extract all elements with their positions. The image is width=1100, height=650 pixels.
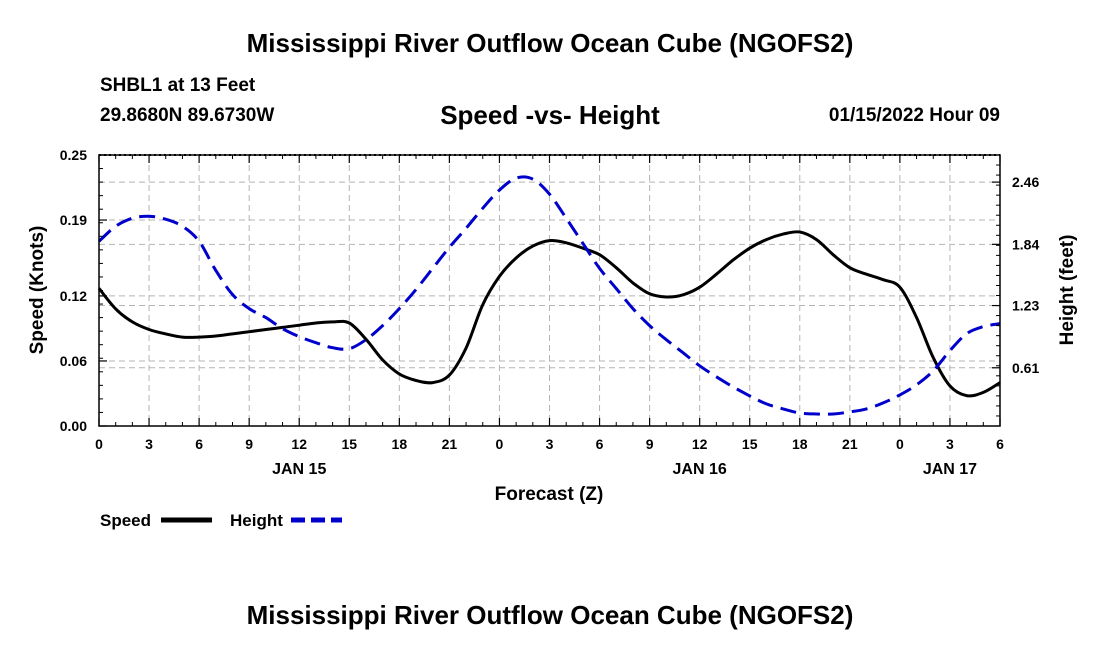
y-tick-label: 0.06 <box>60 353 87 369</box>
x-tick-label: 21 <box>442 436 458 452</box>
y-tick-label: 0.12 <box>60 288 87 304</box>
legend-label-speed: Speed <box>100 511 151 530</box>
grid-layer <box>99 155 1000 426</box>
y2-tick-label: 1.84 <box>1012 236 1039 252</box>
y2-tick-label: 2.46 <box>1012 174 1039 190</box>
x-date-label: JAN 16 <box>673 461 727 478</box>
y-tick-label: 0.25 <box>60 147 87 163</box>
series-line-speed <box>97 230 1001 398</box>
y-tick-label: 0.00 <box>60 418 87 434</box>
chart-subtitle: Speed -vs- Height <box>440 100 660 130</box>
station-coordinates: 29.8680N 89.6730W <box>100 105 275 126</box>
x-tick-label: 0 <box>896 436 904 452</box>
x-tick-label: 9 <box>646 436 654 452</box>
labels-layer: 0 3 6 9 12 15 18 21 0 3 6 9 12 15 18 21 0 3 6 JAN 15 JAN 16 J… <box>60 147 1040 478</box>
forecast-datetime: 01/15/2022 Hour 09 <box>828 105 1000 126</box>
x-tick-label: 18 <box>392 436 408 452</box>
y-tick-label: 0.19 <box>60 212 87 228</box>
x-tick-label: 3 <box>145 436 153 452</box>
legend: Speed Height <box>100 511 342 530</box>
y2-tick-label: 1.23 <box>1012 298 1039 314</box>
x-tick-label: 12 <box>692 436 708 452</box>
x-tick-label: 12 <box>291 436 307 452</box>
footer-title: Mississippi River Outflow Ocean Cube (NG… <box>246 600 854 630</box>
x-date-label: JAN 15 <box>272 461 326 478</box>
x-tick-label: 9 <box>245 436 253 452</box>
series-line-height <box>97 175 1001 416</box>
x-tick-label: 6 <box>596 436 604 452</box>
ticks-layer <box>98 154 1001 427</box>
x-tick-label: 0 <box>496 436 504 452</box>
series-layer <box>97 175 1001 416</box>
x-tick-label: 15 <box>742 436 758 452</box>
x-tick-label: 6 <box>996 436 1004 452</box>
x-date-label: JAN 17 <box>923 461 977 478</box>
y2-tick-label: 0.61 <box>1012 360 1039 376</box>
y2-axis-title: Height (feet) <box>1057 235 1078 346</box>
x-tick-label: 6 <box>195 436 203 452</box>
x-axis-title: Forecast (Z) <box>495 484 604 505</box>
x-tick-label: 3 <box>546 436 554 452</box>
x-tick-label: 3 <box>946 436 954 452</box>
station-label: SHBL1 at 13 Feet <box>100 75 256 96</box>
y-axis-title: Speed (Knots) <box>27 226 48 355</box>
legend-label-height: Height <box>230 511 283 530</box>
chart-main-title: Mississippi River Outflow Ocean Cube (NG… <box>246 28 854 58</box>
x-tick-label: 21 <box>842 436 858 452</box>
x-tick-label: 18 <box>792 436 808 452</box>
x-tick-label: 15 <box>341 436 357 452</box>
x-tick-label: 0 <box>95 436 103 452</box>
